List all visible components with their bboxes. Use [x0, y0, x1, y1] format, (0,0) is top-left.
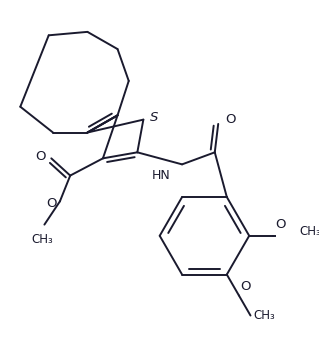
- Text: O: O: [36, 150, 46, 163]
- Text: CH₃: CH₃: [299, 225, 319, 238]
- Text: CH₃: CH₃: [32, 233, 54, 246]
- Text: CH₃: CH₃: [253, 309, 275, 322]
- Text: S: S: [150, 111, 159, 124]
- Text: O: O: [241, 280, 251, 293]
- Text: O: O: [46, 197, 56, 209]
- Text: O: O: [225, 113, 236, 126]
- Text: O: O: [275, 218, 286, 231]
- Text: HN: HN: [152, 169, 171, 182]
